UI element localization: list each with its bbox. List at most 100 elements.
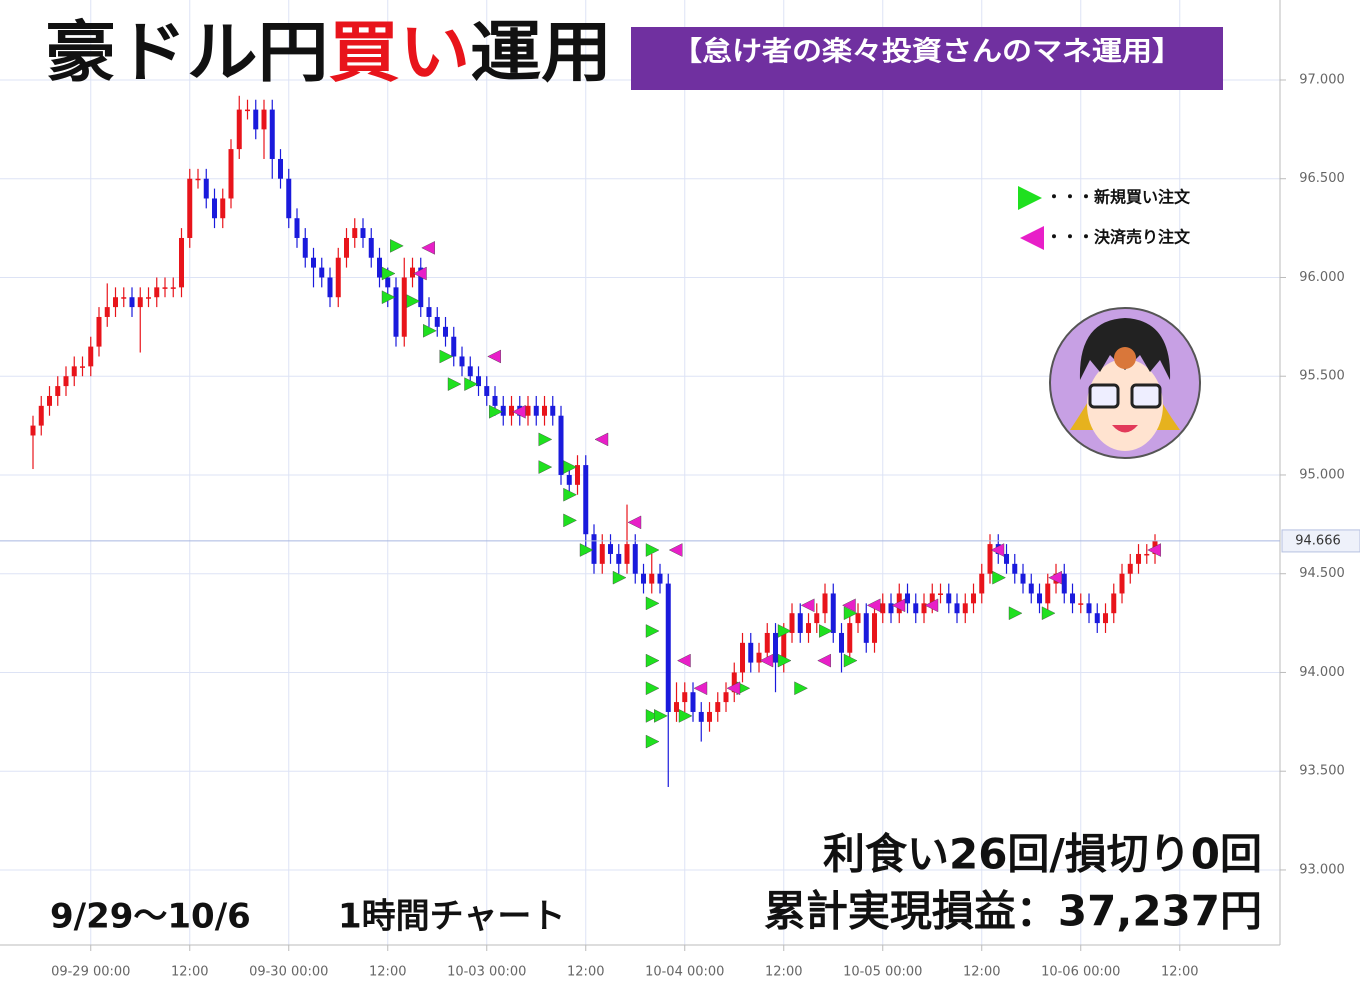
x-tick-label: 10-05 00:00 bbox=[843, 965, 922, 980]
candle-body bbox=[352, 228, 358, 238]
candle-body bbox=[1119, 573, 1125, 594]
candle-body bbox=[459, 356, 465, 367]
candle-body bbox=[344, 237, 350, 258]
order-marker bbox=[594, 432, 609, 447]
order-marker bbox=[406, 294, 421, 308]
candle-body bbox=[410, 267, 416, 278]
order-marker bbox=[439, 349, 454, 364]
candle-body bbox=[789, 613, 795, 633]
y-tick-label: 95.000 bbox=[1299, 467, 1345, 482]
legend: ・・・新規買い注文・・・決済売り注文 bbox=[1018, 186, 1191, 250]
order-marker bbox=[693, 681, 708, 696]
candle-body bbox=[1136, 553, 1142, 564]
candle-body bbox=[104, 307, 110, 317]
x-tick-label: 12:00 bbox=[567, 965, 604, 980]
candle-body bbox=[162, 287, 168, 289]
candle-body bbox=[839, 632, 845, 653]
candle-body bbox=[245, 109, 251, 112]
candle-body bbox=[822, 593, 828, 614]
order-marker bbox=[645, 543, 660, 557]
candle-body bbox=[80, 366, 86, 368]
title: 豪ドル円 買い 運用 bbox=[45, 14, 612, 91]
x-tick-label: 10-06 00:00 bbox=[1041, 965, 1120, 980]
candle-body bbox=[872, 613, 878, 643]
candle-body bbox=[1028, 583, 1034, 594]
candle-body bbox=[674, 702, 680, 712]
candle-body bbox=[137, 297, 143, 308]
legend-marker bbox=[1020, 226, 1044, 250]
candle-body bbox=[525, 405, 531, 416]
candle-body bbox=[987, 544, 993, 574]
x-tick-label: 10-04 00:00 bbox=[645, 965, 724, 980]
legend-label: ・・・決済売り注文 bbox=[1046, 228, 1191, 247]
candle-body bbox=[1103, 613, 1109, 624]
order-marker bbox=[645, 709, 660, 723]
order-marker bbox=[645, 653, 660, 668]
subtitle-box bbox=[631, 27, 1223, 90]
order-marker bbox=[777, 653, 792, 668]
x-tick-label: 09-29 00:00 bbox=[51, 965, 130, 980]
order-marker bbox=[381, 266, 396, 281]
candle-body bbox=[47, 395, 53, 406]
y-tick-label: 94.500 bbox=[1299, 566, 1345, 581]
order-marker bbox=[726, 681, 741, 696]
candle-body bbox=[302, 237, 308, 258]
legend-label: ・・・新規買い注文 bbox=[1046, 188, 1191, 207]
candle-body bbox=[971, 593, 977, 604]
x-tick-label: 12:00 bbox=[369, 965, 406, 980]
order-marker bbox=[990, 543, 1005, 557]
y-tick-label: 96.000 bbox=[1299, 270, 1345, 285]
title-part: 豪ドル円 bbox=[45, 14, 329, 91]
y-tick-label: 94.000 bbox=[1299, 665, 1345, 680]
candle-body bbox=[443, 326, 449, 337]
candle-body bbox=[63, 376, 69, 387]
candle-body bbox=[509, 405, 515, 416]
candle-body bbox=[624, 544, 630, 564]
x-tick-label: 12:00 bbox=[171, 965, 208, 980]
order-marker bbox=[390, 239, 404, 253]
candle-body bbox=[1061, 573, 1067, 594]
order-marker bbox=[654, 709, 668, 723]
order-marker bbox=[487, 349, 501, 364]
x-tick-label: 12:00 bbox=[1161, 965, 1198, 980]
candle-body bbox=[599, 544, 605, 564]
candle-body bbox=[187, 178, 193, 238]
axes: 93.000 93.500 94.000 94.500 95.000 95.500 96.0… bbox=[0, 72, 1360, 980]
candle-body bbox=[558, 415, 564, 475]
orders bbox=[381, 239, 1161, 749]
candle-body bbox=[113, 297, 119, 308]
candle-body bbox=[962, 603, 968, 614]
order-marker bbox=[421, 241, 435, 255]
avatar-hat bbox=[1114, 347, 1136, 369]
candle-body bbox=[1070, 593, 1076, 604]
candle-body bbox=[203, 178, 209, 199]
candle-body bbox=[806, 623, 812, 633]
candle-body bbox=[129, 297, 135, 308]
candle-body bbox=[146, 297, 152, 299]
order-marker bbox=[800, 598, 815, 613]
candle-body bbox=[665, 583, 671, 712]
candle-body bbox=[1020, 573, 1026, 584]
candle-body bbox=[492, 395, 498, 406]
candle-body bbox=[542, 405, 548, 416]
candle-body bbox=[294, 218, 300, 238]
candle-body bbox=[360, 228, 366, 238]
candle-body bbox=[740, 642, 746, 673]
candle-body bbox=[929, 593, 935, 604]
x-tick-label: 12:00 bbox=[963, 965, 1000, 980]
candle-body bbox=[121, 297, 127, 299]
candle-body bbox=[550, 405, 556, 416]
summary-line: 累計実現損益：37,237円 bbox=[764, 887, 1262, 936]
candle-body bbox=[773, 632, 779, 663]
candle-body bbox=[715, 702, 721, 712]
candle-body bbox=[434, 316, 440, 327]
candle-body bbox=[583, 465, 589, 535]
order-marker bbox=[489, 404, 503, 419]
order-marker bbox=[1008, 606, 1023, 621]
x-tick-label: 12:00 bbox=[765, 965, 802, 980]
avatar-glasses bbox=[1088, 383, 1120, 409]
candle-body bbox=[905, 593, 911, 604]
candle-body bbox=[1012, 563, 1018, 574]
order-marker bbox=[992, 570, 1006, 585]
